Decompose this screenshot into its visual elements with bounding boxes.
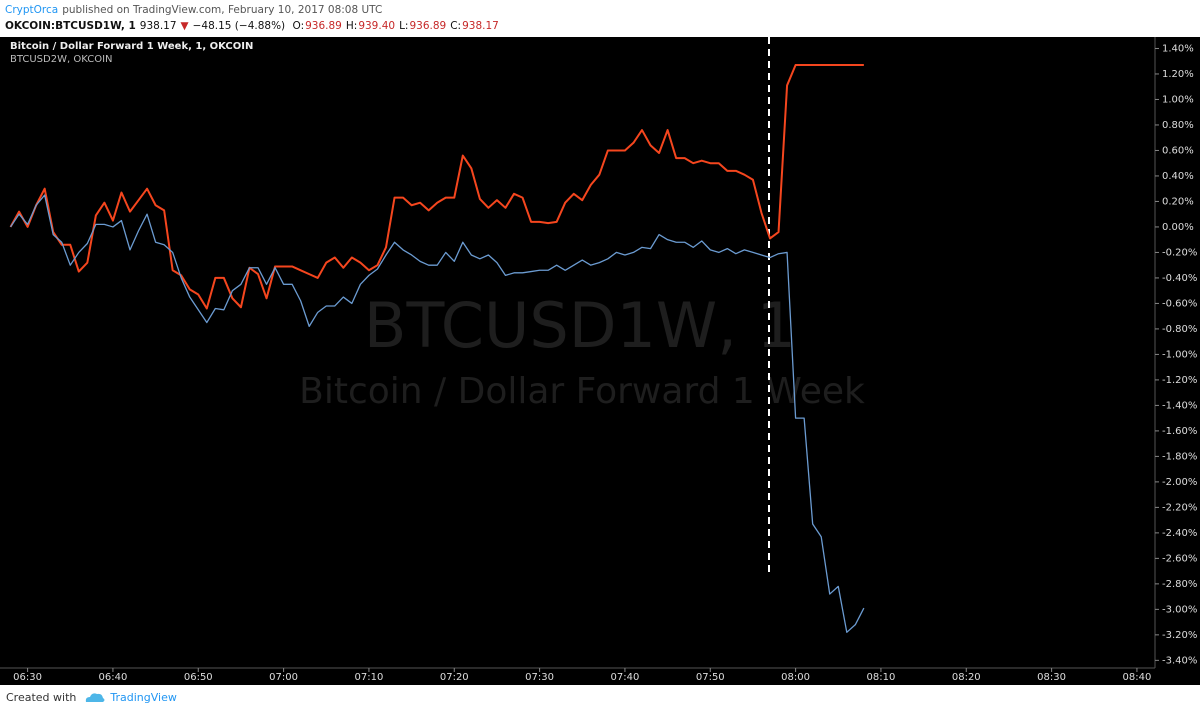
x-tick-label: 08:00 [781,672,810,683]
y-tick-label: -2.40% [1162,528,1197,539]
legend-entry: BTCUSD2W, OKCOIN [10,54,113,65]
brand[interactable]: TradingView [110,691,177,704]
y-tick-label: -1.40% [1162,400,1197,411]
arrow: ▼ [180,20,189,32]
ohlc-value: 939.40 [358,20,396,32]
x-tick-label: 06:30 [13,672,42,683]
y-tick-label: 1.00% [1162,94,1194,105]
y-tick-label: -1.20% [1162,375,1197,386]
y-tick-label: -2.00% [1162,477,1197,488]
x-tick-label: 08:40 [1123,672,1152,683]
x-tick-label: 06:40 [99,672,128,683]
x-tick-label: 08:10 [867,672,896,683]
series-line [9,64,864,310]
header-line-1: CryptOrca published on TradingView.com, F… [5,2,1195,18]
y-tick-label: -2.20% [1162,502,1197,513]
ohlc: O:936.89 H:939.40 L:936.89 C:938.17 [293,20,503,32]
watermark-title: BTCUSD1W, 1 [364,289,796,362]
watermark-subtitle: Bitcoin / Dollar Forward 1 Week [299,371,865,412]
created-with: Created with [6,691,77,704]
x-tick-label: 06:50 [184,672,213,683]
chart: BTCUSD1W, 1 Bitcoin / Dollar Forward 1 W… [0,37,1200,685]
y-tick-label: -3.40% [1162,655,1197,666]
y-tick-label: 1.40% [1162,43,1194,54]
x-tick-label: 07:50 [696,672,725,683]
y-tick-label: 0.60% [1162,145,1194,156]
y-tick-label: 1.20% [1162,69,1194,80]
x-tick-label: 07:30 [525,672,554,683]
published: published on TradingView.com, February 1… [62,4,383,16]
ohlc-label: H: [345,20,358,32]
chart-background [0,37,1200,685]
y-tick-label: -1.00% [1162,349,1197,360]
ohlc-value: 936.89 [305,20,342,32]
change: −48.15 (−4.88%) [192,20,286,32]
legend-entry: Bitcoin / Dollar Forward 1 Week, 1, OKCO… [10,41,253,52]
y-tick-label: 0.00% [1162,222,1194,233]
y-tick-label: -2.80% [1162,579,1197,590]
y-tick-label: -3.00% [1162,604,1197,615]
y-tick-label: -0.20% [1162,247,1197,258]
y-tick-label: -0.60% [1162,298,1197,309]
x-tick-label: 08:30 [1037,672,1066,683]
footer: Created with TradingView [0,685,1200,711]
header-line-2: OKCOIN:BTCUSD1W, 1 938.17 ▼ −48.15 (−4.88%)… [5,18,1195,34]
ohlc-value: 936.89 [409,20,447,32]
y-tick-label: 0.80% [1162,120,1194,131]
brand-icon [86,693,105,702]
x-tick-label: 07:40 [611,672,640,683]
last: 938.17 [139,20,177,32]
y-tick-label: -0.80% [1162,324,1197,335]
header: CryptOrca published on TradingView.com, F… [0,0,1200,37]
y-tick-label: -1.60% [1162,426,1197,437]
ohlc-label: O: [292,20,305,32]
y-tick-label: 0.20% [1162,196,1194,207]
y-tick-label: -2.60% [1162,553,1197,564]
x-tick-label: 07:10 [355,672,384,683]
series-line [9,194,865,633]
ohlc-value: 938.17 [462,20,499,32]
ohlc-label: C: [450,20,462,32]
y-tick-label: -1.80% [1162,451,1197,462]
y-tick-label: 0.40% [1162,171,1194,182]
y-tick-label: -0.40% [1162,273,1197,284]
x-tick-label: 07:00 [269,672,298,683]
y-tick-label: -3.20% [1162,630,1197,641]
x-tick-label: 08:20 [952,672,981,683]
publisher[interactable]: CryptOrca [5,4,59,16]
symbol: OKCOIN:BTCUSD1W, 1 [5,20,136,32]
ohlc-label: L: [399,20,409,32]
x-tick-label: 07:20 [440,672,469,683]
